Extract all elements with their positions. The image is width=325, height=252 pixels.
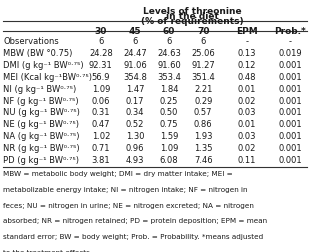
Text: 0.001: 0.001 bbox=[278, 155, 302, 164]
Text: 6.08: 6.08 bbox=[160, 155, 178, 164]
Text: 1.35: 1.35 bbox=[194, 143, 213, 152]
Text: 0.29: 0.29 bbox=[194, 96, 213, 105]
Text: 24.63: 24.63 bbox=[157, 49, 181, 58]
Text: EPM: EPM bbox=[236, 27, 257, 36]
Text: 0.52: 0.52 bbox=[126, 120, 144, 129]
Text: 0.71: 0.71 bbox=[92, 143, 110, 152]
Text: 0.57: 0.57 bbox=[194, 108, 213, 117]
Text: 25.06: 25.06 bbox=[191, 49, 215, 58]
Text: (% of requirements): (% of requirements) bbox=[141, 17, 244, 26]
Text: 0.001: 0.001 bbox=[278, 84, 302, 93]
Text: 1.93: 1.93 bbox=[194, 131, 213, 140]
Text: 7.46: 7.46 bbox=[194, 155, 213, 164]
Text: metabolizable energy intake; NI = nitrogen intake; NF = nitrogen in: metabolizable energy intake; NI = nitrog… bbox=[3, 186, 248, 192]
Text: 354.8: 354.8 bbox=[123, 73, 147, 82]
Text: 0.06: 0.06 bbox=[92, 96, 110, 105]
Text: 0.001: 0.001 bbox=[278, 120, 302, 129]
Text: 3.81: 3.81 bbox=[92, 155, 110, 164]
Text: 0.17: 0.17 bbox=[126, 96, 144, 105]
Text: 1.47: 1.47 bbox=[126, 84, 144, 93]
Text: 0.48: 0.48 bbox=[237, 73, 256, 82]
Text: 91.60: 91.60 bbox=[157, 61, 181, 70]
Text: 70: 70 bbox=[197, 27, 209, 36]
Text: 0.01: 0.01 bbox=[238, 84, 256, 93]
Text: PD (g kg⁻¹ BW⁰·⁷⁵): PD (g kg⁻¹ BW⁰·⁷⁵) bbox=[3, 155, 79, 164]
Text: 0.86: 0.86 bbox=[194, 120, 213, 129]
Text: 30: 30 bbox=[95, 27, 107, 36]
Text: 6: 6 bbox=[132, 37, 138, 46]
Text: 0.02: 0.02 bbox=[238, 143, 256, 152]
Text: -: - bbox=[245, 37, 248, 46]
Text: 0.001: 0.001 bbox=[278, 96, 302, 105]
Text: 45: 45 bbox=[129, 27, 141, 36]
Text: 0.31: 0.31 bbox=[92, 108, 110, 117]
Text: Levels of threonine: Levels of threonine bbox=[143, 7, 242, 16]
Text: 2.21: 2.21 bbox=[194, 84, 213, 93]
Text: NI (g kg⁻¹ BW⁰·⁷⁵): NI (g kg⁻¹ BW⁰·⁷⁵) bbox=[3, 84, 76, 93]
Text: 1.84: 1.84 bbox=[160, 84, 178, 93]
Text: 1.02: 1.02 bbox=[92, 131, 110, 140]
Text: 1.30: 1.30 bbox=[126, 131, 144, 140]
Text: absorbed; NR = nitrogen retained; PD = protein deposition; EPM = mean: absorbed; NR = nitrogen retained; PD = p… bbox=[3, 217, 267, 224]
Text: MBW = metabolic body weight; DMI = dry matter intake; MEI =: MBW = metabolic body weight; DMI = dry m… bbox=[3, 171, 233, 177]
Text: feces; NU = nitrogen in urine; NE = nitrogen excreted; NA = nitrogen: feces; NU = nitrogen in urine; NE = nitr… bbox=[3, 202, 254, 208]
Text: to the treatment effects.: to the treatment effects. bbox=[3, 249, 92, 252]
Text: DMI (g kg⁻¹ BW⁰·⁷⁵): DMI (g kg⁻¹ BW⁰·⁷⁵) bbox=[3, 61, 84, 70]
Text: 6: 6 bbox=[98, 37, 104, 46]
Text: standard error; BW = body weight; Prob. = Probability. *means adjusted: standard error; BW = body weight; Prob. … bbox=[3, 233, 263, 239]
Text: 0.01: 0.01 bbox=[238, 120, 256, 129]
Text: NE (g kg⁻¹ BW⁰·⁷⁵): NE (g kg⁻¹ BW⁰·⁷⁵) bbox=[3, 120, 79, 129]
Text: in the diet: in the diet bbox=[166, 12, 219, 21]
Text: 24.47: 24.47 bbox=[123, 49, 147, 58]
Text: 0.001: 0.001 bbox=[278, 61, 302, 70]
Text: 0.34: 0.34 bbox=[126, 108, 144, 117]
Text: -: - bbox=[289, 37, 292, 46]
Text: 0.13: 0.13 bbox=[237, 49, 256, 58]
Text: 0.75: 0.75 bbox=[160, 120, 178, 129]
Text: 1.09: 1.09 bbox=[160, 143, 178, 152]
Text: 0.019: 0.019 bbox=[278, 49, 302, 58]
Text: 351.4: 351.4 bbox=[191, 73, 215, 82]
Text: 0.001: 0.001 bbox=[278, 73, 302, 82]
Text: 1.09: 1.09 bbox=[92, 84, 110, 93]
Text: MEI (Kcal kg⁻¹BW⁰·⁷⁵): MEI (Kcal kg⁻¹BW⁰·⁷⁵) bbox=[3, 73, 92, 82]
Text: 24.28: 24.28 bbox=[89, 49, 113, 58]
Text: 56.9: 56.9 bbox=[92, 73, 110, 82]
Text: 0.001: 0.001 bbox=[278, 108, 302, 117]
Text: 92.31: 92.31 bbox=[89, 61, 113, 70]
Text: MBW (BW °0.75): MBW (BW °0.75) bbox=[3, 49, 72, 58]
Text: 353.4: 353.4 bbox=[157, 73, 181, 82]
Text: NU (g kg⁻¹ BW⁰·⁷⁵): NU (g kg⁻¹ BW⁰·⁷⁵) bbox=[3, 108, 80, 117]
Text: 4.93: 4.93 bbox=[126, 155, 144, 164]
Text: 0.96: 0.96 bbox=[126, 143, 144, 152]
Text: 0.12: 0.12 bbox=[238, 61, 256, 70]
Text: 91.06: 91.06 bbox=[123, 61, 147, 70]
Text: 1.59: 1.59 bbox=[160, 131, 178, 140]
Text: 0.50: 0.50 bbox=[160, 108, 178, 117]
Text: 0.11: 0.11 bbox=[238, 155, 256, 164]
Text: 0.001: 0.001 bbox=[278, 143, 302, 152]
Text: 0.02: 0.02 bbox=[238, 96, 256, 105]
Text: 6: 6 bbox=[201, 37, 206, 46]
Text: Observations: Observations bbox=[3, 37, 59, 46]
Text: NR (g kg⁻¹ BW⁰·⁷⁵): NR (g kg⁻¹ BW⁰·⁷⁵) bbox=[3, 143, 80, 152]
Text: 6: 6 bbox=[166, 37, 172, 46]
Text: 0.03: 0.03 bbox=[237, 131, 256, 140]
Text: 0.03: 0.03 bbox=[237, 108, 256, 117]
Text: NF (g kg⁻¹ BW⁰·⁷⁵): NF (g kg⁻¹ BW⁰·⁷⁵) bbox=[3, 96, 79, 105]
Text: 91.27: 91.27 bbox=[191, 61, 215, 70]
Text: 60: 60 bbox=[163, 27, 175, 36]
Text: NA (g kg⁻¹ BW⁰·⁷⁵): NA (g kg⁻¹ BW⁰·⁷⁵) bbox=[3, 131, 80, 140]
Text: 0.47: 0.47 bbox=[92, 120, 110, 129]
Text: 0.001: 0.001 bbox=[278, 131, 302, 140]
Text: Prob.*: Prob.* bbox=[274, 27, 306, 36]
Text: 0.25: 0.25 bbox=[160, 96, 178, 105]
